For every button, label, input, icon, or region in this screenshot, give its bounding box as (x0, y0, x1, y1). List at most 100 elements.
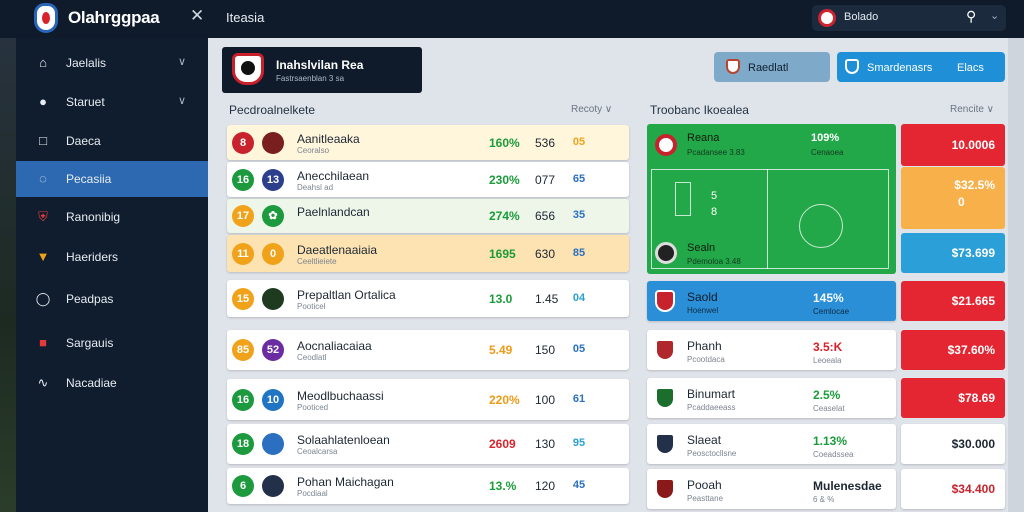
team-subtitle: Fastrsaenblan 3 sa (276, 74, 345, 83)
sidebar-item-sargauis[interactable]: ■ Sargauis (16, 325, 208, 361)
table-row[interactable]: 16 10 Meodlbuchaassi Pooticed 220% 100 61 (227, 379, 629, 420)
shield-icon: ⛨ (38, 209, 48, 224)
odds-value[interactable]: $34.400 (901, 469, 1005, 509)
card-percent: 3.5:K (813, 340, 843, 354)
card-percent: Mulenesdae (813, 479, 882, 493)
match-card[interactable]: Pooah Peasttane Mulenesdae 6 & % (647, 469, 896, 509)
sidebar-item-haeriders[interactable]: ▼ Haeriders (16, 239, 208, 275)
primary-button[interactable]: Smardenasrs Elacs (837, 52, 1005, 82)
team-crest-icon (262, 288, 284, 310)
flag-icon (818, 9, 836, 27)
team-crest-icon: 10 (262, 389, 284, 411)
table-row[interactable]: 17 ✿ Paelnlandcan 274% 656 35 (227, 199, 629, 233)
table-row[interactable]: 6 Pohan Maichagan Pocdiaal 13.% 120 45 (227, 468, 629, 504)
search-box[interactable]: Bolado ⚲ ⌄ (812, 5, 1006, 31)
sidebar-item-daeca[interactable]: □ Daeca (16, 123, 208, 159)
rank-number: 16 (232, 389, 254, 411)
search-input[interactable]: Bolado (844, 11, 879, 23)
form-tag[interactable]: 05 (572, 343, 586, 355)
team-name: Daeatlenaaiaia (297, 243, 378, 257)
form-tag[interactable]: 35 (572, 209, 586, 221)
pitch-outline (651, 169, 889, 269)
sidebar-item-ranonibig[interactable]: ⛨ Ranonibig (16, 199, 208, 235)
match-card[interactable]: Saold Hoenwel 145% Cemlocae (647, 281, 896, 321)
right-sort-dropdown[interactable]: Rencite ∨ (950, 104, 995, 115)
sidebar-item-jaelalis[interactable]: ⌂ Jaelalis ∨ (16, 45, 208, 81)
form-tag[interactable]: 04 (572, 292, 586, 304)
sidebar-item-staruet[interactable]: ● Staruet ∨ (16, 84, 208, 120)
left-section-title: Pecdroalnelkete (229, 103, 316, 117)
team-name: Anecchilaean (297, 169, 370, 183)
team-subtitle: Pooticel (297, 302, 326, 311)
table-row[interactable]: 8 Aanitleaaka Ceoralso 160% 536 05 (227, 125, 629, 160)
rank-number: 11 (232, 243, 254, 265)
points-value: 1.45 (535, 292, 559, 306)
wave-icon: ∿ (37, 375, 49, 390)
right-edge (1008, 38, 1024, 512)
user-icon: ● (39, 94, 47, 109)
close-icon[interactable]: ✕ (190, 6, 205, 25)
sidebar-item-pecasiia[interactable]: ◌ Pecasiia (16, 161, 208, 197)
team-title: Inahslvilan Rea (276, 58, 364, 72)
odds-value[interactable]: $30.000 (901, 424, 1005, 464)
team-crest-icon (655, 339, 675, 361)
chevron-down-icon[interactable]: ∨ (178, 56, 187, 68)
form-tag[interactable]: 45 (572, 479, 586, 491)
table-row[interactable]: 85 52 Aocnaliacaiaa Ceodlatl 5.49 150 05 (227, 330, 629, 370)
win-percent: 13.0 (489, 292, 513, 306)
rank-number: 17 (232, 205, 254, 227)
card-percent: 145% (813, 291, 844, 305)
pitch-team-bottom-sub: Pdemoloa 3.48 (687, 257, 741, 266)
form-tag[interactable]: 65 (572, 173, 586, 185)
odds-value[interactable]: $37.60% (901, 330, 1005, 370)
top-bar: Olahrggpaa ✕ Iteasia Bolado ⚲ ⌄ (0, 0, 1024, 38)
odds-value[interactable]: $21.665 (901, 281, 1005, 321)
sidebar-item-peadpas[interactable]: ◯ Peadpas (35, 291, 114, 306)
chevron-down-icon[interactable]: ⌄ (990, 10, 1000, 22)
table-row[interactable]: 18 Solaahlatenloean Ceoalcarsa 2609 130 95 (227, 424, 629, 464)
rank-number: 16 (232, 169, 254, 191)
team-subtitle: Ceodlatl (297, 353, 327, 362)
team-crest-icon: ✿ (262, 205, 284, 227)
pitch-panel[interactable]: Reana Pcadansee 3.83 109% Cenaoea 5 8 Se… (647, 124, 896, 274)
odds-value[interactable]: 10.0006 (901, 124, 1005, 166)
match-card[interactable]: Slaeat Peosctocllsne 1.13% Coeadssea (647, 424, 896, 464)
team-header-card[interactable]: Inahslvilan Rea Fastrsaenblan 3 sa (222, 47, 422, 93)
team-crest-icon (232, 53, 264, 85)
win-percent: 1695 (489, 247, 516, 261)
secondary-button[interactable]: Raedlatl (714, 52, 830, 82)
match-card[interactable]: Binumart Pcaddaeeass 2.5% Ceaselat (647, 378, 896, 418)
points-value: 077 (535, 173, 556, 187)
odds-value[interactable]: $32.5% (901, 167, 1005, 229)
card-team-sub: Pcaddaeeass (687, 403, 736, 412)
card-percent-sub: Ceaselat (813, 404, 845, 413)
form-tag[interactable]: 85 (572, 247, 586, 259)
team-name: Pohan Maichagan (297, 475, 394, 489)
table-row[interactable]: 16 13 Anecchilaean Deahsl ad 230% 077 65 (227, 162, 629, 197)
chevron-down-icon[interactable]: ∨ (178, 95, 187, 107)
table-row[interactable]: 15 Prepaltlan Ortalica Pooticel 13.0 1.45 04 (227, 280, 629, 317)
card-team-sub: Pcootdaca (687, 355, 725, 364)
team-crest-icon: 0 (262, 243, 284, 265)
table-row[interactable]: 11 0 Daeatlenaaiaia Ceeltlieiete 1695 630 85 (227, 235, 629, 272)
left-sort-dropdown[interactable]: Recoty ∨ (571, 104, 613, 115)
points-value: 100 (535, 393, 556, 407)
flag-icon: ■ (39, 335, 47, 350)
match-card[interactable]: Phanh Pcootdaca 3.5:K Leoeala (647, 330, 896, 370)
form-tag[interactable]: 61 (572, 393, 586, 405)
card-percent: 2.5% (813, 388, 841, 402)
form-tag[interactable]: 95 (572, 437, 586, 449)
shield-icon (726, 59, 740, 74)
search-icon[interactable]: ⚲ (966, 8, 977, 24)
app-logo-icon (34, 3, 58, 33)
sidebar-item-nacadiae[interactable]: ∿ Nacadiae (16, 365, 208, 401)
card-team-sub: Peosctocllsne (687, 449, 737, 458)
odds-value[interactable]: $73.699 (901, 233, 1005, 273)
team-crest-icon (655, 387, 675, 409)
shield-icon (845, 59, 859, 74)
card-percent: 1.13% (813, 434, 848, 448)
form-tag[interactable]: 05 (572, 136, 586, 148)
odds-value[interactable]: $78.69 (901, 378, 1005, 418)
team-name: Aanitleaaka (297, 132, 360, 146)
tab-title[interactable]: Iteasia (226, 10, 265, 25)
